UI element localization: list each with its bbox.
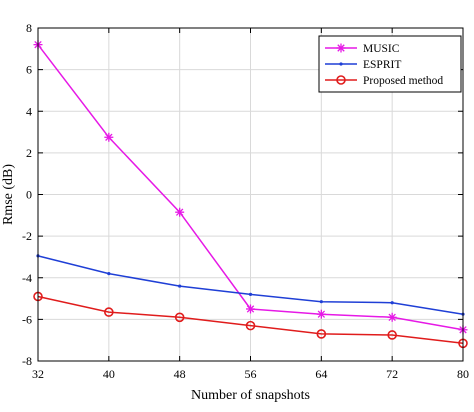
legend-item: ESPRIT — [325, 59, 401, 71]
x-tick-label: 64 — [315, 367, 327, 381]
x-tick-label: 56 — [245, 367, 257, 381]
data-point-stroke — [105, 133, 113, 141]
data-point — [316, 329, 327, 339]
data-point — [339, 62, 343, 66]
x-axis-label: Number of snapshots — [191, 388, 310, 403]
legend-item: Proposed method — [325, 75, 443, 87]
axis-ticks: 32 40 48 56 64 72 80 -8 -6 -4 -2 0 2 4 6 8 — [22, 21, 469, 381]
series-music — [33, 40, 468, 335]
data-point — [336, 75, 346, 85]
y-tick-label: 2 — [26, 146, 32, 160]
y-tick-label: 8 — [26, 21, 32, 35]
y-tick-label: -6 — [22, 312, 32, 326]
series-proposed-method — [33, 291, 468, 349]
y-tick-label: 4 — [26, 104, 32, 118]
data-point — [319, 300, 323, 304]
data-point-stroke — [246, 305, 255, 313]
legend-label: Proposed method — [363, 75, 443, 87]
data-point — [104, 132, 114, 142]
y-tick-label: -8 — [22, 354, 32, 368]
legend-label: ESPRIT — [363, 59, 401, 71]
y-tick-label: 0 — [26, 188, 32, 202]
data-point — [174, 312, 185, 323]
data-point — [248, 292, 253, 296]
x-tick-label: 80 — [457, 367, 469, 381]
y-axis-label: Rmse (dB) — [1, 164, 16, 225]
series-esprit — [36, 254, 465, 316]
x-tick-label: 48 — [174, 367, 186, 381]
data-point-stroke — [317, 310, 326, 318]
y-tick-label: -4 — [22, 271, 32, 285]
series-line — [37, 295, 464, 345]
legend: MUSIC ESPRIT Proposed method — [318, 35, 462, 93]
data-point — [390, 301, 394, 305]
data-point — [175, 207, 185, 217]
data-point — [245, 320, 256, 331]
data-point — [178, 284, 182, 288]
data-point — [387, 312, 397, 322]
legend-label: MUSIC — [363, 43, 400, 55]
data-point — [104, 307, 114, 317]
data-point — [107, 271, 111, 276]
data-point-stroke — [388, 313, 396, 321]
legend-item: MUSIC — [325, 43, 400, 55]
data-point — [387, 330, 397, 340]
y-tick-label: -2 — [22, 229, 32, 243]
x-tick-label: 32 — [32, 367, 44, 381]
x-tick-label: 40 — [103, 367, 115, 381]
data-point-stroke — [337, 44, 345, 52]
data-point — [316, 309, 326, 319]
plot-series — [33, 40, 468, 349]
data-point — [336, 43, 346, 53]
data-point-stroke — [175, 208, 184, 216]
data-point — [246, 304, 255, 314]
x-tick-label: 72 — [386, 367, 398, 381]
y-tick-label: 6 — [26, 63, 32, 77]
